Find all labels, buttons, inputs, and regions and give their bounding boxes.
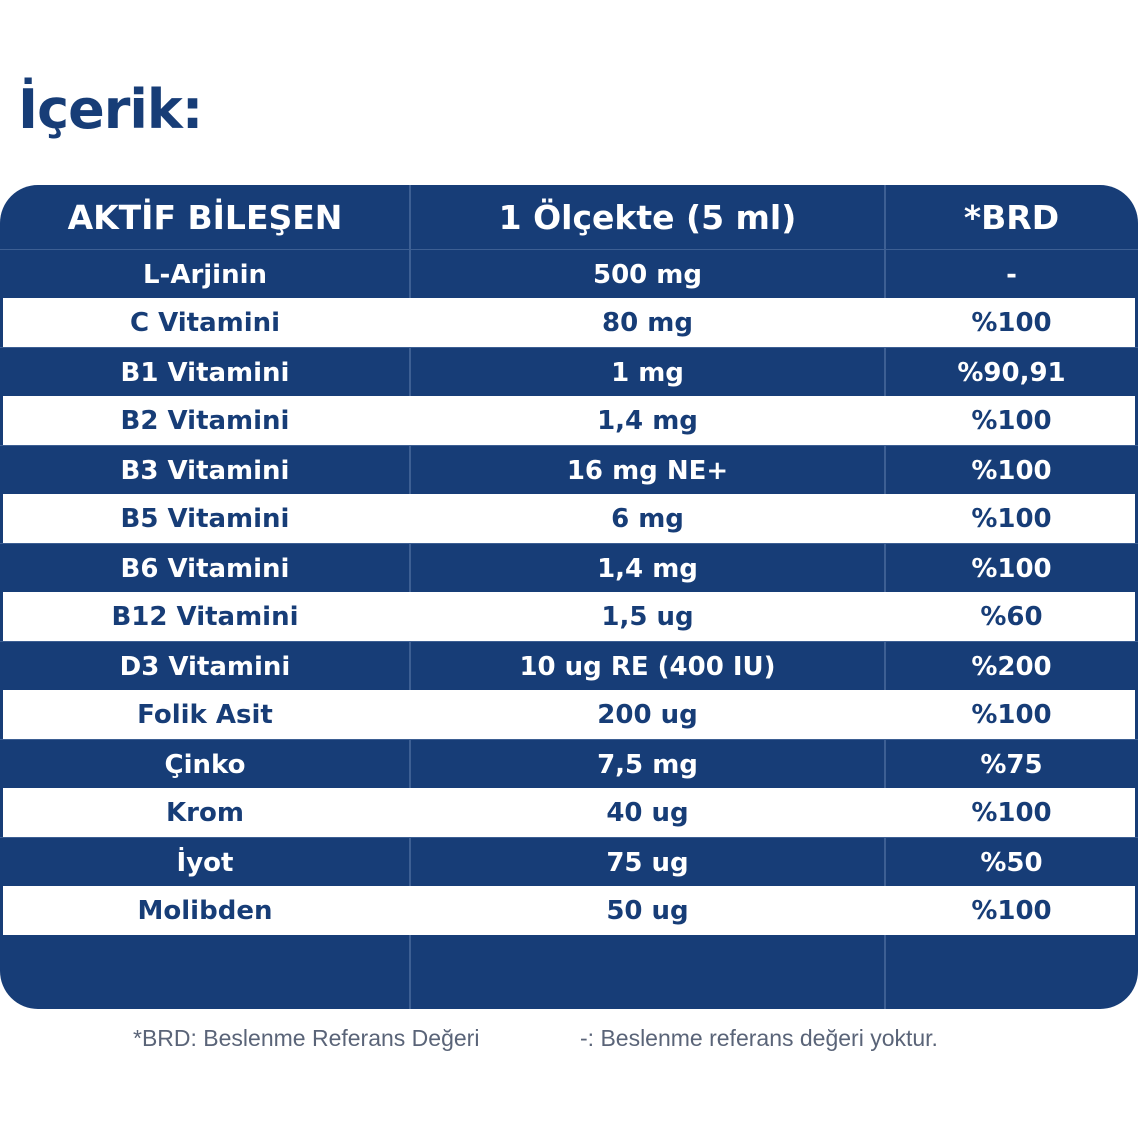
amount-per-scoop: 200 ug [597, 699, 698, 730]
amount-per-scoop: 6 mg [611, 503, 684, 534]
ingredient-name: D3 Vitamini [119, 651, 291, 682]
ingredient-name: Folik Asit [137, 699, 273, 730]
amount-per-scoop: 10 ug RE (400 IU) [519, 651, 776, 682]
amount-per-scoop: 50 ug [606, 895, 689, 926]
ingredient-name: Çinko [164, 749, 246, 780]
brd-value: %100 [971, 797, 1052, 828]
ingredient-name: B6 Vitamini [120, 553, 290, 584]
table-row: L-Arjinin 500 mg - [0, 249, 1138, 299]
ingredient-name: B3 Vitamini [120, 455, 290, 486]
brd-value: - [1006, 259, 1017, 290]
amount-per-scoop: 16 mg NE+ [566, 455, 729, 486]
footnote-brd: *BRD: Beslenme Referans Değeri [133, 1025, 480, 1051]
amount-per-scoop: 40 ug [606, 797, 689, 828]
footnote-dash: -: Beslenme referans değeri yoktur. [580, 1025, 938, 1051]
brd-value: %50 [980, 847, 1043, 878]
ingredient-name: İyot [176, 847, 234, 878]
ingredient-name: B2 Vitamini [120, 405, 290, 436]
ingredient-name: C Vitamini [129, 307, 281, 338]
amount-per-scoop: 1,4 mg [597, 553, 698, 584]
brd-value: %75 [980, 749, 1043, 780]
ingredient-name: Molibden [137, 895, 273, 926]
brd-value: %100 [971, 503, 1052, 534]
amount-per-scoop: 1,5 ug [601, 601, 694, 632]
table-row: İyot 75 ug %50 [0, 837, 1138, 887]
brd-value: %100 [971, 895, 1052, 926]
brd-value: %100 [971, 553, 1052, 584]
amount-per-scoop: 75 ug [606, 847, 689, 878]
table-row: B2 Vitamini 1,4 mg %100 [3, 396, 1135, 445]
brd-value: %90,91 [957, 357, 1066, 388]
table-row: Krom 40 ug %100 [3, 788, 1135, 837]
table-row: B5 Vitamini 6 mg %100 [3, 494, 1135, 543]
brd-value: %100 [971, 699, 1052, 730]
table-row: Folik Asit 200 ug %100 [3, 690, 1135, 739]
amount-per-scoop: 1,4 mg [597, 405, 698, 436]
table-row: B12 Vitamini 1,5 ug %60 [3, 592, 1135, 641]
ingredient-name: B5 Vitamini [120, 503, 290, 534]
ingredient-name: B1 Vitamini [120, 357, 290, 388]
amount-per-scoop: 7,5 mg [597, 749, 698, 780]
table-row: B3 Vitamini 16 mg NE+ %100 [0, 445, 1138, 495]
amount-per-scoop: 500 mg [592, 259, 703, 290]
brd-value: %100 [971, 307, 1052, 338]
header-ingredient: AKTİF BİLEŞEN [67, 197, 343, 237]
brd-value: %100 [971, 405, 1052, 436]
ingredients-table: AKTİF BİLEŞEN 1 Ölçekte (5 ml) *BRD L-Ar… [0, 185, 1138, 1009]
brd-value: %60 [980, 601, 1043, 632]
ingredient-name: L-Arjinin [142, 259, 268, 290]
page-title: İçerik: [18, 78, 203, 141]
table-header: AKTİF BİLEŞEN 1 Ölçekte (5 ml) *BRD [0, 185, 1138, 249]
ingredient-name: B12 Vitamini [111, 601, 299, 632]
brd-value: %200 [971, 651, 1052, 682]
table-row: Molibden 50 ug %100 [3, 886, 1135, 935]
table-row: B1 Vitamini 1 mg %90,91 [0, 347, 1138, 397]
header-brd: *BRD [963, 197, 1060, 237]
header-amount: 1 Ölçekte (5 ml) [498, 197, 797, 237]
table-row: D3 Vitamini 10 ug RE (400 IU) %200 [0, 641, 1138, 691]
table-row: B6 Vitamini 1,4 mg %100 [0, 543, 1138, 593]
table-row: Çinko 7,5 mg %75 [0, 739, 1138, 789]
amount-per-scoop: 80 mg [602, 307, 693, 338]
ingredient-name: Krom [166, 797, 244, 828]
amount-per-scoop: 1 mg [611, 357, 684, 388]
brd-value: %100 [971, 455, 1052, 486]
table-row: C Vitamini 80 mg %100 [3, 298, 1135, 347]
